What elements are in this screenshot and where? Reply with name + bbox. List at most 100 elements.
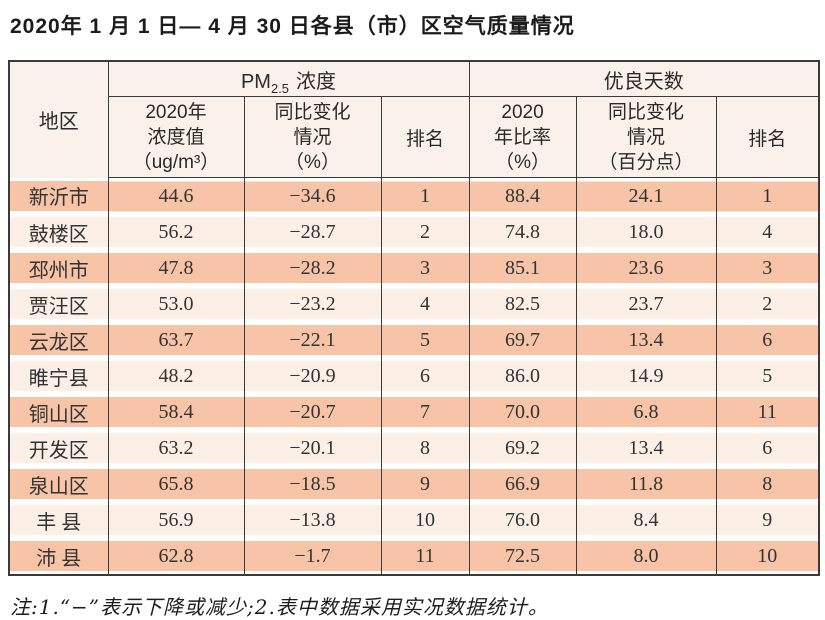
cell-days-rate: 76.0 <box>468 502 577 538</box>
cell-days-rate: 82.5 <box>468 286 577 322</box>
cell-days-change: 13.4 <box>575 430 717 466</box>
table-row: 邳州市 47.8 −28.2 3 85.1 23.6 3 <box>9 250 820 286</box>
cell-days-rank: 3 <box>715 250 820 286</box>
cell-pm-rank: 4 <box>380 286 470 322</box>
air-quality-table: 地区 PM2.5 浓度 优良天数 2020年 浓度值 （ug/m³） 同比变化 情… <box>8 60 821 576</box>
header-line: 年比率 <box>494 126 552 148</box>
table-row: 泉山区 65.8 −18.5 9 66.9 11.8 8 <box>9 466 820 502</box>
header-days-rank: 排名 <box>715 96 820 178</box>
cell-days-rank: 6 <box>715 322 820 358</box>
header-days-change: 同比变化 情况 （百分点） <box>575 96 717 178</box>
header-line: 情况 <box>293 126 332 148</box>
cell-pm-change: −1.7 <box>243 538 381 575</box>
cell-pm-value: 44.6 <box>107 177 244 214</box>
cell-pm-value: 53.0 <box>107 286 244 322</box>
cell-region: 邳州市 <box>9 250 108 286</box>
table-row: 睢宁县 48.2 −20.9 6 86.0 14.9 5 <box>9 358 820 394</box>
header-line: （ug/m³） <box>132 151 220 173</box>
pm25-label-main: PM <box>240 70 271 93</box>
cell-pm-value: 63.7 <box>107 322 244 358</box>
table-row: 云龙区 63.7 −22.1 5 69.7 13.4 6 <box>9 322 820 358</box>
cell-pm-rank: 10 <box>380 502 470 538</box>
cell-pm-value: 62.8 <box>107 538 244 575</box>
cell-region: 鼓楼区 <box>9 214 108 250</box>
cell-days-change: 8.0 <box>575 538 717 575</box>
cell-pm-rank: 3 <box>380 250 470 286</box>
cell-pm-rank: 8 <box>380 430 470 466</box>
table-row: 贾汪区 53.0 −23.2 4 82.5 23.7 2 <box>9 286 820 322</box>
cell-pm-change: −28.7 <box>243 214 381 250</box>
cell-region: 开发区 <box>9 430 108 466</box>
cell-days-rate: 85.1 <box>468 250 577 286</box>
header-line: （%） <box>285 151 340 173</box>
header-group-pm25: PM2.5 浓度 <box>107 61 470 97</box>
header-line: 浓度值 <box>147 126 205 148</box>
pm25-label-rest: 浓度 <box>296 70 337 93</box>
cell-days-rate: 86.0 <box>468 358 577 394</box>
cell-days-rank: 4 <box>715 214 820 250</box>
header-group-good-days: 优良天数 <box>468 61 820 97</box>
pm25-label-subscript: 2.5 <box>270 80 290 96</box>
cell-region: 泉山区 <box>9 466 108 502</box>
cell-pm-change: −20.1 <box>243 430 381 466</box>
cell-region: 贾汪区 <box>9 286 108 322</box>
table-row: 铜山区 58.4 −20.7 7 70.0 6.8 11 <box>9 394 820 430</box>
cell-pm-rank: 9 <box>380 466 470 502</box>
table-row: 沛 县 62.8 −1.7 11 72.5 8.0 10 <box>9 538 820 575</box>
cell-days-rank: 8 <box>715 466 820 502</box>
table-row: 丰 县 56.9 −13.8 10 76.0 8.4 9 <box>9 502 820 538</box>
cell-region: 新沂市 <box>9 177 108 214</box>
page-title: 2020年 1 月 1 日— 4 月 30 日各县（市）区空气质量情况 <box>10 15 575 38</box>
cell-days-rate: 66.9 <box>468 466 577 502</box>
cell-days-rate: 88.4 <box>468 177 577 214</box>
table-row: 鼓楼区 56.2 −28.7 2 74.8 18.0 4 <box>9 214 820 250</box>
header-line: 同比变化 <box>274 101 351 123</box>
cell-pm-rank: 2 <box>380 214 470 250</box>
cell-days-change: 18.0 <box>575 214 717 250</box>
cell-days-rank: 1 <box>715 177 820 214</box>
cell-pm-value: 56.2 <box>107 214 244 250</box>
table-row: 新沂市 44.6 −34.6 1 88.4 24.1 1 <box>9 177 820 214</box>
cell-days-rank: 10 <box>715 538 820 575</box>
footnote: 注:1.“−”表示下降或减少;2.表中数据采用实况数据统计。 <box>10 595 549 619</box>
cell-region: 沛 县 <box>9 538 108 575</box>
header-line: （百分点） <box>598 151 694 173</box>
cell-region: 铜山区 <box>9 394 108 430</box>
cell-days-change: 11.8 <box>575 466 717 502</box>
cell-days-change: 23.6 <box>575 250 717 286</box>
cell-pm-rank: 1 <box>380 177 470 214</box>
cell-pm-rank: 11 <box>380 538 470 575</box>
cell-days-rate: 70.0 <box>468 394 577 430</box>
cell-days-rate: 74.8 <box>468 214 577 250</box>
cell-pm-change: −18.5 <box>243 466 381 502</box>
cell-pm-change: −23.2 <box>243 286 381 322</box>
cell-days-rank: 5 <box>715 358 820 394</box>
cell-region: 睢宁县 <box>9 358 108 394</box>
cell-region: 云龙区 <box>9 322 108 358</box>
cell-pm-value: 63.2 <box>107 430 244 466</box>
header-pm-rank: 排名 <box>380 96 470 178</box>
header-region: 地区 <box>9 61 108 178</box>
cell-pm-change: −28.2 <box>243 250 381 286</box>
cell-pm-change: −13.8 <box>243 502 381 538</box>
header-line: 情况 <box>627 126 666 148</box>
cell-days-change: 8.4 <box>575 502 717 538</box>
table-body: 新沂市 44.6 −34.6 1 88.4 24.1 1 鼓楼区 56.2 −2… <box>9 177 820 575</box>
cell-pm-value: 47.8 <box>107 250 244 286</box>
cell-days-rank: 11 <box>715 394 820 430</box>
cell-days-rate: 69.7 <box>468 322 577 358</box>
cell-days-rank: 6 <box>715 430 820 466</box>
cell-pm-rank: 5 <box>380 322 470 358</box>
table-row: 开发区 63.2 −20.1 8 69.2 13.4 6 <box>9 430 820 466</box>
cell-pm-rank: 7 <box>380 394 470 430</box>
header-sub-row: 2020年 浓度值 （ug/m³） 同比变化 情况 （%） 排名 2020 年比… <box>9 96 820 178</box>
cell-days-rank: 9 <box>715 502 820 538</box>
cell-days-change: 6.8 <box>575 394 717 430</box>
header-days-rate: 2020 年比率 （%） <box>468 96 577 178</box>
header-pm-value: 2020年 浓度值 （ug/m³） <box>107 96 244 178</box>
cell-region: 丰 县 <box>9 502 108 538</box>
cell-pm-rank: 6 <box>380 358 470 394</box>
cell-pm-change: −20.9 <box>243 358 381 394</box>
cell-days-change: 24.1 <box>575 177 717 214</box>
